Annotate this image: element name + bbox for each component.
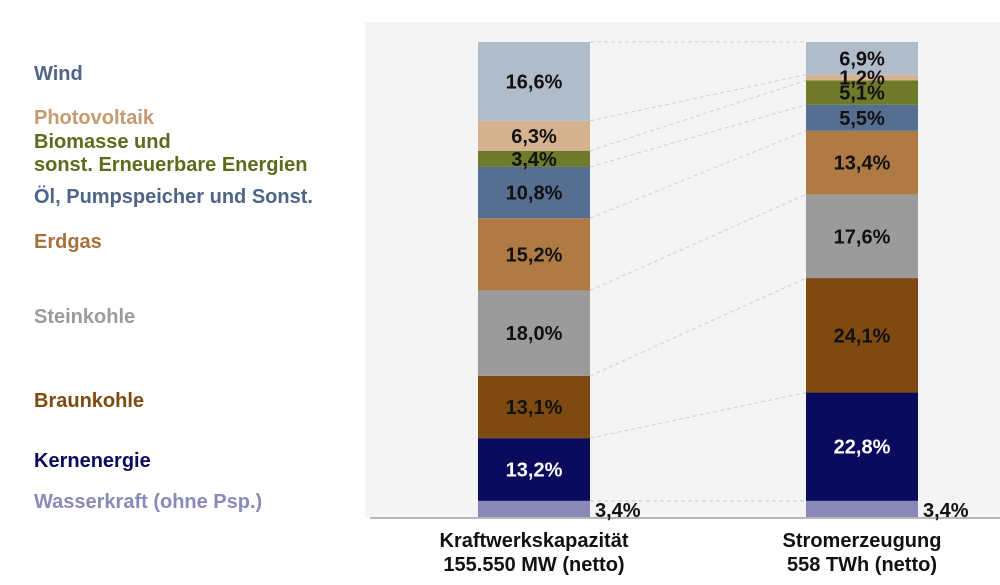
bar-segment-wind-2 — [806, 42, 918, 75]
data-label-braunkohle-2: 24,1% — [834, 325, 891, 347]
legend-item-wasserkraft-ohne-psp: Wasserkraft (ohne Psp.) — [34, 491, 262, 513]
connector-line — [589, 194, 807, 291]
legend-item-kernenergie: Kernenergie — [34, 450, 151, 472]
category-label-1-line-2: 155.550 MW (netto) — [443, 554, 624, 576]
legend-item-öl-pumpspeicher-und-sonst: Öl, Pumpspeicher und Sonst. — [34, 185, 313, 208]
bar-segment-photovoltaik-1 — [478, 120, 590, 151]
category-label-1-line-1: Kraftwerkskapazität — [440, 530, 629, 552]
connector-line — [589, 277, 807, 377]
bar-segment-wasserkraft-ohne-psp-2 — [806, 500, 918, 517]
connector-line — [589, 392, 807, 439]
bar-segment-erdgas-1 — [478, 218, 590, 291]
bar-segment-kernenergie-1 — [478, 438, 590, 501]
data-label-erdgas-2: 13,4% — [834, 153, 891, 175]
bar-segment-erdgas-2 — [806, 130, 918, 195]
legend-item-photovoltaik: Photovoltaik — [34, 107, 155, 129]
legend-item-biomasse-und-line-2: sonst. Erneuerbare Energien — [34, 154, 307, 176]
connector-lines — [589, 41, 807, 502]
legend-item-steinkohle: Steinkohle — [34, 306, 135, 328]
bar-segment-braunkohle-2 — [806, 278, 918, 393]
data-label-öl-pumpspeicher-und-sonst-2: 5,5% — [839, 108, 885, 130]
legend-item-biomasse-und-line-1: Biomasse und — [34, 131, 171, 153]
data-label-wind-2: 6,9% — [839, 48, 885, 70]
data-label-kernenergie-2: 22,8% — [834, 437, 891, 459]
legend-item-erdgas: Erdgas — [34, 231, 102, 253]
bar-segment-biomasse-und-1 — [478, 150, 590, 167]
connector-line — [589, 104, 807, 168]
connector-line — [589, 74, 807, 122]
bar-segment-biomasse-und-2 — [806, 80, 918, 105]
bar-segment-wasserkraft-ohne-psp-1 — [478, 500, 590, 517]
data-label-steinkohle-1: 18,0% — [506, 323, 563, 345]
legend-item-braunkohle: Braunkohle — [34, 390, 144, 412]
data-label-photovoltaik-1: 6,3% — [511, 126, 557, 148]
connector-line — [589, 79, 807, 152]
bar-segment-photovoltaik-2 — [806, 74, 918, 81]
bar-segment-kernenergie-2 — [806, 392, 918, 501]
data-labels: 3,4%13,2%13,1%18,0%15,2%10,8%3,4%6,3%16,… — [506, 48, 969, 521]
category-label-2-line-2: 558 TWh (netto) — [787, 554, 937, 576]
data-label-erdgas-1: 15,2% — [506, 244, 563, 266]
data-label-biomasse-und-1: 3,4% — [511, 149, 557, 171]
data-label-kernenergie-1: 13,2% — [506, 460, 563, 482]
bar-segment-öl-pumpspeicher-und-sonst-1 — [478, 166, 590, 219]
data-label-wind-1: 16,6% — [506, 71, 563, 93]
data-label-braunkohle-1: 13,1% — [506, 397, 563, 419]
bar-segment-öl-pumpspeicher-und-sonst-2 — [806, 104, 918, 131]
data-label-steinkohle-2: 17,6% — [834, 226, 891, 248]
data-label-biomasse-und-2: 5,1% — [839, 83, 885, 105]
data-label-öl-pumpspeicher-und-sonst-1: 10,8% — [506, 183, 563, 205]
data-label-photovoltaik-2: 1,2% — [839, 68, 885, 90]
bar-stacks — [478, 42, 918, 517]
data-label-wasserkraft-ohne-psp-1: 3,4% — [595, 500, 641, 522]
bar-segment-steinkohle-2 — [806, 194, 918, 279]
category-label-2-line-1: Stromerzeugung — [783, 530, 942, 552]
bar-segment-steinkohle-1 — [478, 290, 590, 376]
legend-item-wind: Wind — [34, 63, 83, 85]
bar-segment-wind-1 — [478, 42, 590, 121]
bar-segment-braunkohle-1 — [478, 375, 590, 439]
data-label-wasserkraft-ohne-psp-2: 3,4% — [923, 500, 969, 522]
connector-line — [589, 130, 807, 219]
